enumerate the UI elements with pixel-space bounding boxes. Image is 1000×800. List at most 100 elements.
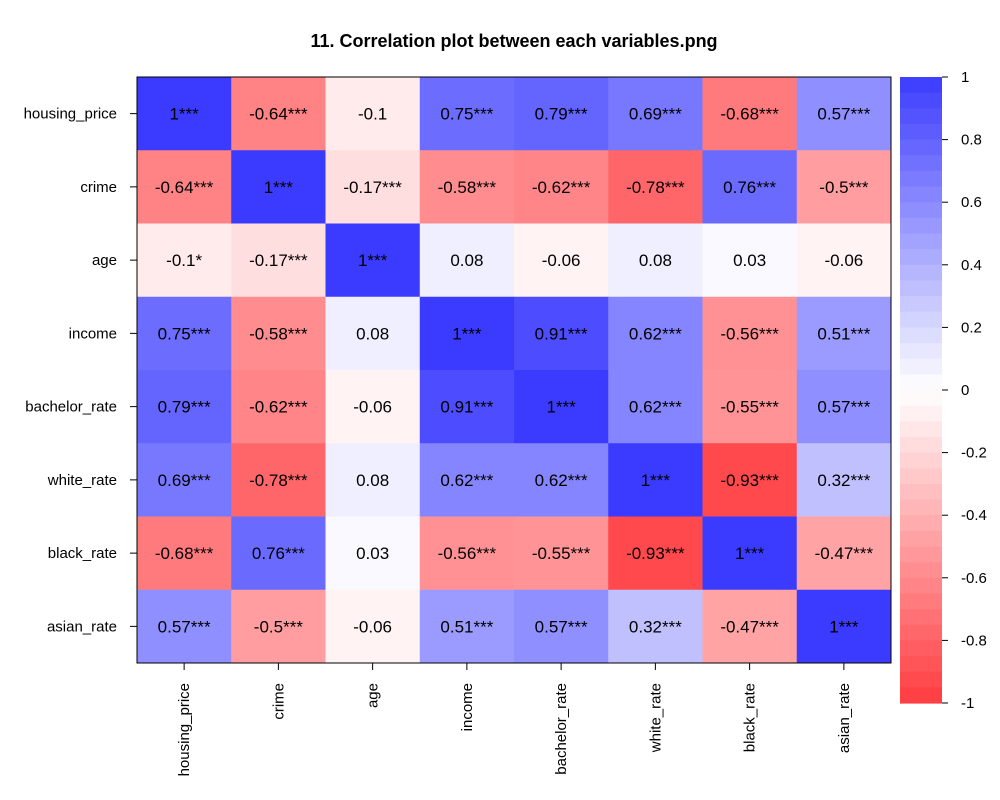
heatmap-cell — [137, 589, 232, 664]
cell-value-label: 0.75*** — [158, 324, 211, 343]
legend-color-step — [900, 499, 942, 516]
legend-color-step — [900, 436, 942, 454]
legend-color-step — [900, 468, 942, 485]
cell-value-label: -0.1 — [358, 105, 387, 124]
legend-color-step — [900, 562, 942, 579]
heatmap-cell — [325, 77, 421, 151]
heatmap-cell — [702, 223, 798, 298]
legend-color-step — [900, 530, 942, 548]
cell-value-label: 0.08 — [450, 251, 483, 270]
cell-value-label: -0.64*** — [249, 105, 308, 124]
column-label: age — [365, 683, 382, 708]
heatmap-cell — [231, 589, 326, 664]
cell-value-label: -0.78*** — [626, 178, 685, 197]
cell-value-label: 0.69*** — [158, 471, 211, 490]
heatmap-cell — [231, 150, 326, 224]
legend-tick-label: 0.6 — [961, 194, 982, 211]
row-label: black_rate — [48, 545, 117, 562]
cell-value-label: -0.47*** — [815, 544, 874, 563]
legend-color-step — [900, 249, 942, 266]
legend-color-step — [900, 327, 942, 344]
legend-color-step — [900, 609, 942, 626]
cell-value-label: 0.03 — [356, 544, 389, 563]
heatmap-cell — [231, 296, 326, 371]
legend-color-step — [900, 296, 942, 313]
column-label: white_rate — [647, 683, 664, 753]
legend-tick-label: 1 — [961, 69, 969, 86]
cell-value-label: 1*** — [735, 544, 765, 563]
heatmap-cell — [231, 443, 326, 517]
cell-value-label: -0.62*** — [249, 398, 308, 417]
heatmap-cell — [419, 77, 515, 151]
column-label: asian_rate — [836, 683, 853, 753]
cell-value-label: 0.91*** — [440, 398, 493, 417]
cell-value-label: 0.08 — [356, 324, 389, 343]
legend-color-step — [900, 217, 942, 235]
heatmap-cell — [514, 516, 609, 591]
cell-value-label: 0.51*** — [817, 324, 870, 343]
heatmap-cell — [231, 370, 326, 444]
legend-color-step — [900, 656, 942, 673]
cell-value-label: 0.69*** — [629, 105, 682, 124]
legend-color-step — [900, 687, 942, 704]
legend-tick-label: -1 — [961, 695, 974, 712]
column-axis-labels: housing_price crime age income bachelor_rate… — [176, 663, 853, 776]
row-label: asian_rate — [47, 618, 117, 635]
cell-value-label: 0.51*** — [440, 617, 493, 636]
legend-color-step — [900, 280, 942, 297]
cell-value-label: -0.5*** — [254, 617, 304, 636]
cell-value-label: -0.93*** — [720, 471, 779, 490]
heatmap-cell — [608, 589, 703, 664]
legend-tick-label: 0.8 — [961, 132, 982, 149]
legend-color-step — [900, 624, 942, 641]
legend-color-step — [900, 311, 942, 328]
legend-tick-label: 0 — [961, 382, 969, 399]
cell-value-label: -0.55*** — [532, 544, 591, 563]
heatmap-cell — [702, 443, 798, 517]
legend-color-step — [900, 358, 942, 375]
heatmap-cell — [325, 443, 421, 517]
cell-value-label: 0.76*** — [252, 544, 305, 563]
row-label: housing_price — [24, 106, 117, 123]
legend-color-step — [900, 202, 942, 219]
heatmap-cell — [796, 370, 892, 444]
legend-color-step — [900, 264, 942, 282]
legend-color-step — [900, 92, 942, 109]
heatmap-cell — [419, 516, 515, 591]
cell-value-label: 0.79*** — [158, 398, 211, 417]
cell-value-label: 0.57*** — [817, 105, 870, 124]
heatmap-cell — [702, 77, 798, 151]
heatmap-cell — [419, 223, 515, 298]
heatmap-cell — [702, 516, 798, 591]
legend-color-step — [900, 343, 942, 360]
cell-value-label: -0.1* — [166, 251, 202, 270]
row-label: bachelor_rate — [25, 399, 117, 416]
heatmap-cell — [137, 296, 232, 371]
cell-value-label: 0.91*** — [535, 324, 588, 343]
heatmap-cells: 1*** -0.64*** -0.1 0.75*** 0.79*** 0.69*** -0.… — [137, 77, 892, 664]
cell-value-label: -0.47*** — [720, 617, 779, 636]
legend-color-step — [900, 123, 942, 141]
legend-tick-label: -0.2 — [961, 445, 987, 462]
chart-title: 11. Correlation plot between each variab… — [310, 31, 717, 51]
column-label: black_rate — [742, 683, 759, 752]
cell-value-label: 0.57*** — [158, 617, 211, 636]
cell-value-label: 0.75*** — [440, 105, 493, 124]
heatmap-cell — [796, 516, 892, 591]
legend-tick-label: -0.4 — [961, 507, 987, 524]
cell-value-label: 1*** — [546, 398, 576, 417]
heatmap-cell — [325, 223, 421, 298]
heatmap-cell — [796, 77, 892, 151]
heatmap-cell — [702, 150, 798, 224]
heatmap-cell — [608, 223, 703, 298]
heatmap-cell — [608, 370, 703, 444]
heatmap-cell — [325, 150, 421, 224]
legend-color-step — [900, 483, 942, 501]
heatmap-cell — [231, 516, 326, 591]
cell-value-label: -0.58*** — [249, 324, 308, 343]
cell-value-label: 0.32*** — [629, 617, 682, 636]
heatmap-cell — [514, 589, 609, 664]
heatmap-cell — [514, 296, 609, 371]
legend-color-step — [900, 390, 942, 407]
